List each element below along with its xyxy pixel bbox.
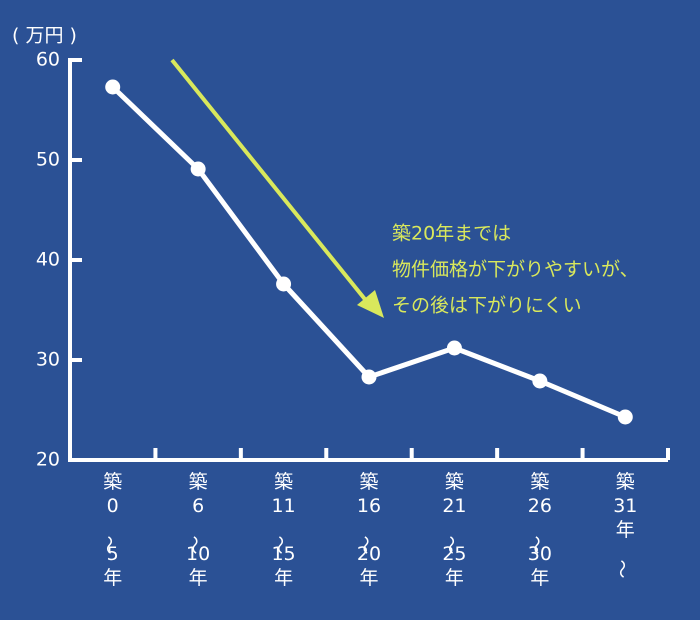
x-tick-label: 築 6 ～10 年 — [184, 471, 211, 589]
x-tick-label-part: ～ — [98, 536, 120, 555]
x-tick-label: 築 0 ～5 年 — [98, 471, 122, 589]
x-tick-label-part: 25 — [442, 543, 466, 565]
x-tick-label-part: 年 — [530, 567, 549, 589]
x-tick-label-part: 築 — [530, 471, 549, 493]
x-tick-label-part: 年 — [103, 567, 122, 589]
y-tick-label: 50 — [36, 149, 60, 171]
x-tick-label-part: 築 — [189, 471, 208, 493]
x-tick-label-part: 年 — [274, 567, 293, 589]
x-tick-label-part: 年 — [616, 519, 635, 541]
x-tick-label-part: ～ — [269, 536, 291, 555]
x-tick-label-part: 6 — [192, 495, 204, 517]
y-unit-label: ( 万円 ) — [12, 25, 77, 47]
x-tick-label-part: 21 — [442, 495, 466, 517]
x-tick-label-part: 築 — [103, 471, 122, 493]
x-tick-label-part: 20 — [357, 543, 381, 565]
x-tick-label-part: 築 — [274, 471, 293, 493]
x-tick-label-part: 築 — [359, 471, 378, 493]
x-tick-label-part: 年 — [445, 567, 464, 589]
x-tick-label-part: 築 — [445, 471, 464, 493]
x-tick-label-part: 築 — [616, 471, 635, 493]
annotation-arrow — [170, 58, 374, 310]
x-tick-label-part: 26 — [528, 495, 552, 517]
y-tick-label: 20 — [36, 449, 60, 471]
point — [532, 373, 548, 389]
annotation: その後は下がりにくい — [392, 295, 582, 317]
x-tick-label-part: 30 — [528, 543, 552, 565]
x-tick-label-part: 年 — [359, 567, 378, 589]
x-tick-label-part: ～ — [354, 536, 376, 555]
x-tick-label: 築 16 ～20 年 — [354, 471, 381, 589]
x-tick-label-part: 31 — [613, 495, 637, 517]
annotation-arrowhead — [357, 290, 384, 318]
x-tick-label-part: ～ — [525, 536, 547, 555]
x-tick-label-part: 5 — [107, 543, 119, 565]
x-tick-label-part: 15 — [271, 543, 295, 565]
x-tick-label-part: 0 — [107, 495, 119, 517]
x-tick-label-part: 16 — [357, 495, 381, 517]
y-tick-label: 40 — [36, 249, 60, 271]
x-tick-label-part: 年 — [189, 567, 208, 589]
annotation: 物件価格が下がりやすいが、 — [392, 259, 639, 281]
x-tick-label: 築 31 年 ～ — [611, 471, 638, 579]
point — [446, 340, 462, 356]
x-tick-label: 築 11 ～15 年 — [269, 471, 296, 589]
y-tick-label: 60 — [36, 49, 60, 71]
x-tick-label-part: ～ — [611, 560, 633, 579]
x-tick-label-part: ～ — [184, 536, 206, 555]
point — [361, 369, 377, 385]
point — [617, 409, 633, 425]
x-tick-label-part: ～ — [440, 536, 462, 555]
point — [105, 79, 121, 95]
x-tick-label: 築 26 ～30 年 — [525, 471, 552, 589]
x-tick-label-part: 10 — [186, 543, 210, 565]
point — [190, 161, 206, 177]
point — [276, 276, 292, 292]
x-tick-label-part: 11 — [271, 495, 295, 517]
y-tick-label: 30 — [36, 349, 60, 371]
annotation: 築20年までは — [392, 223, 511, 245]
x-tick-label: 築 21 ～25 年 — [440, 471, 467, 589]
